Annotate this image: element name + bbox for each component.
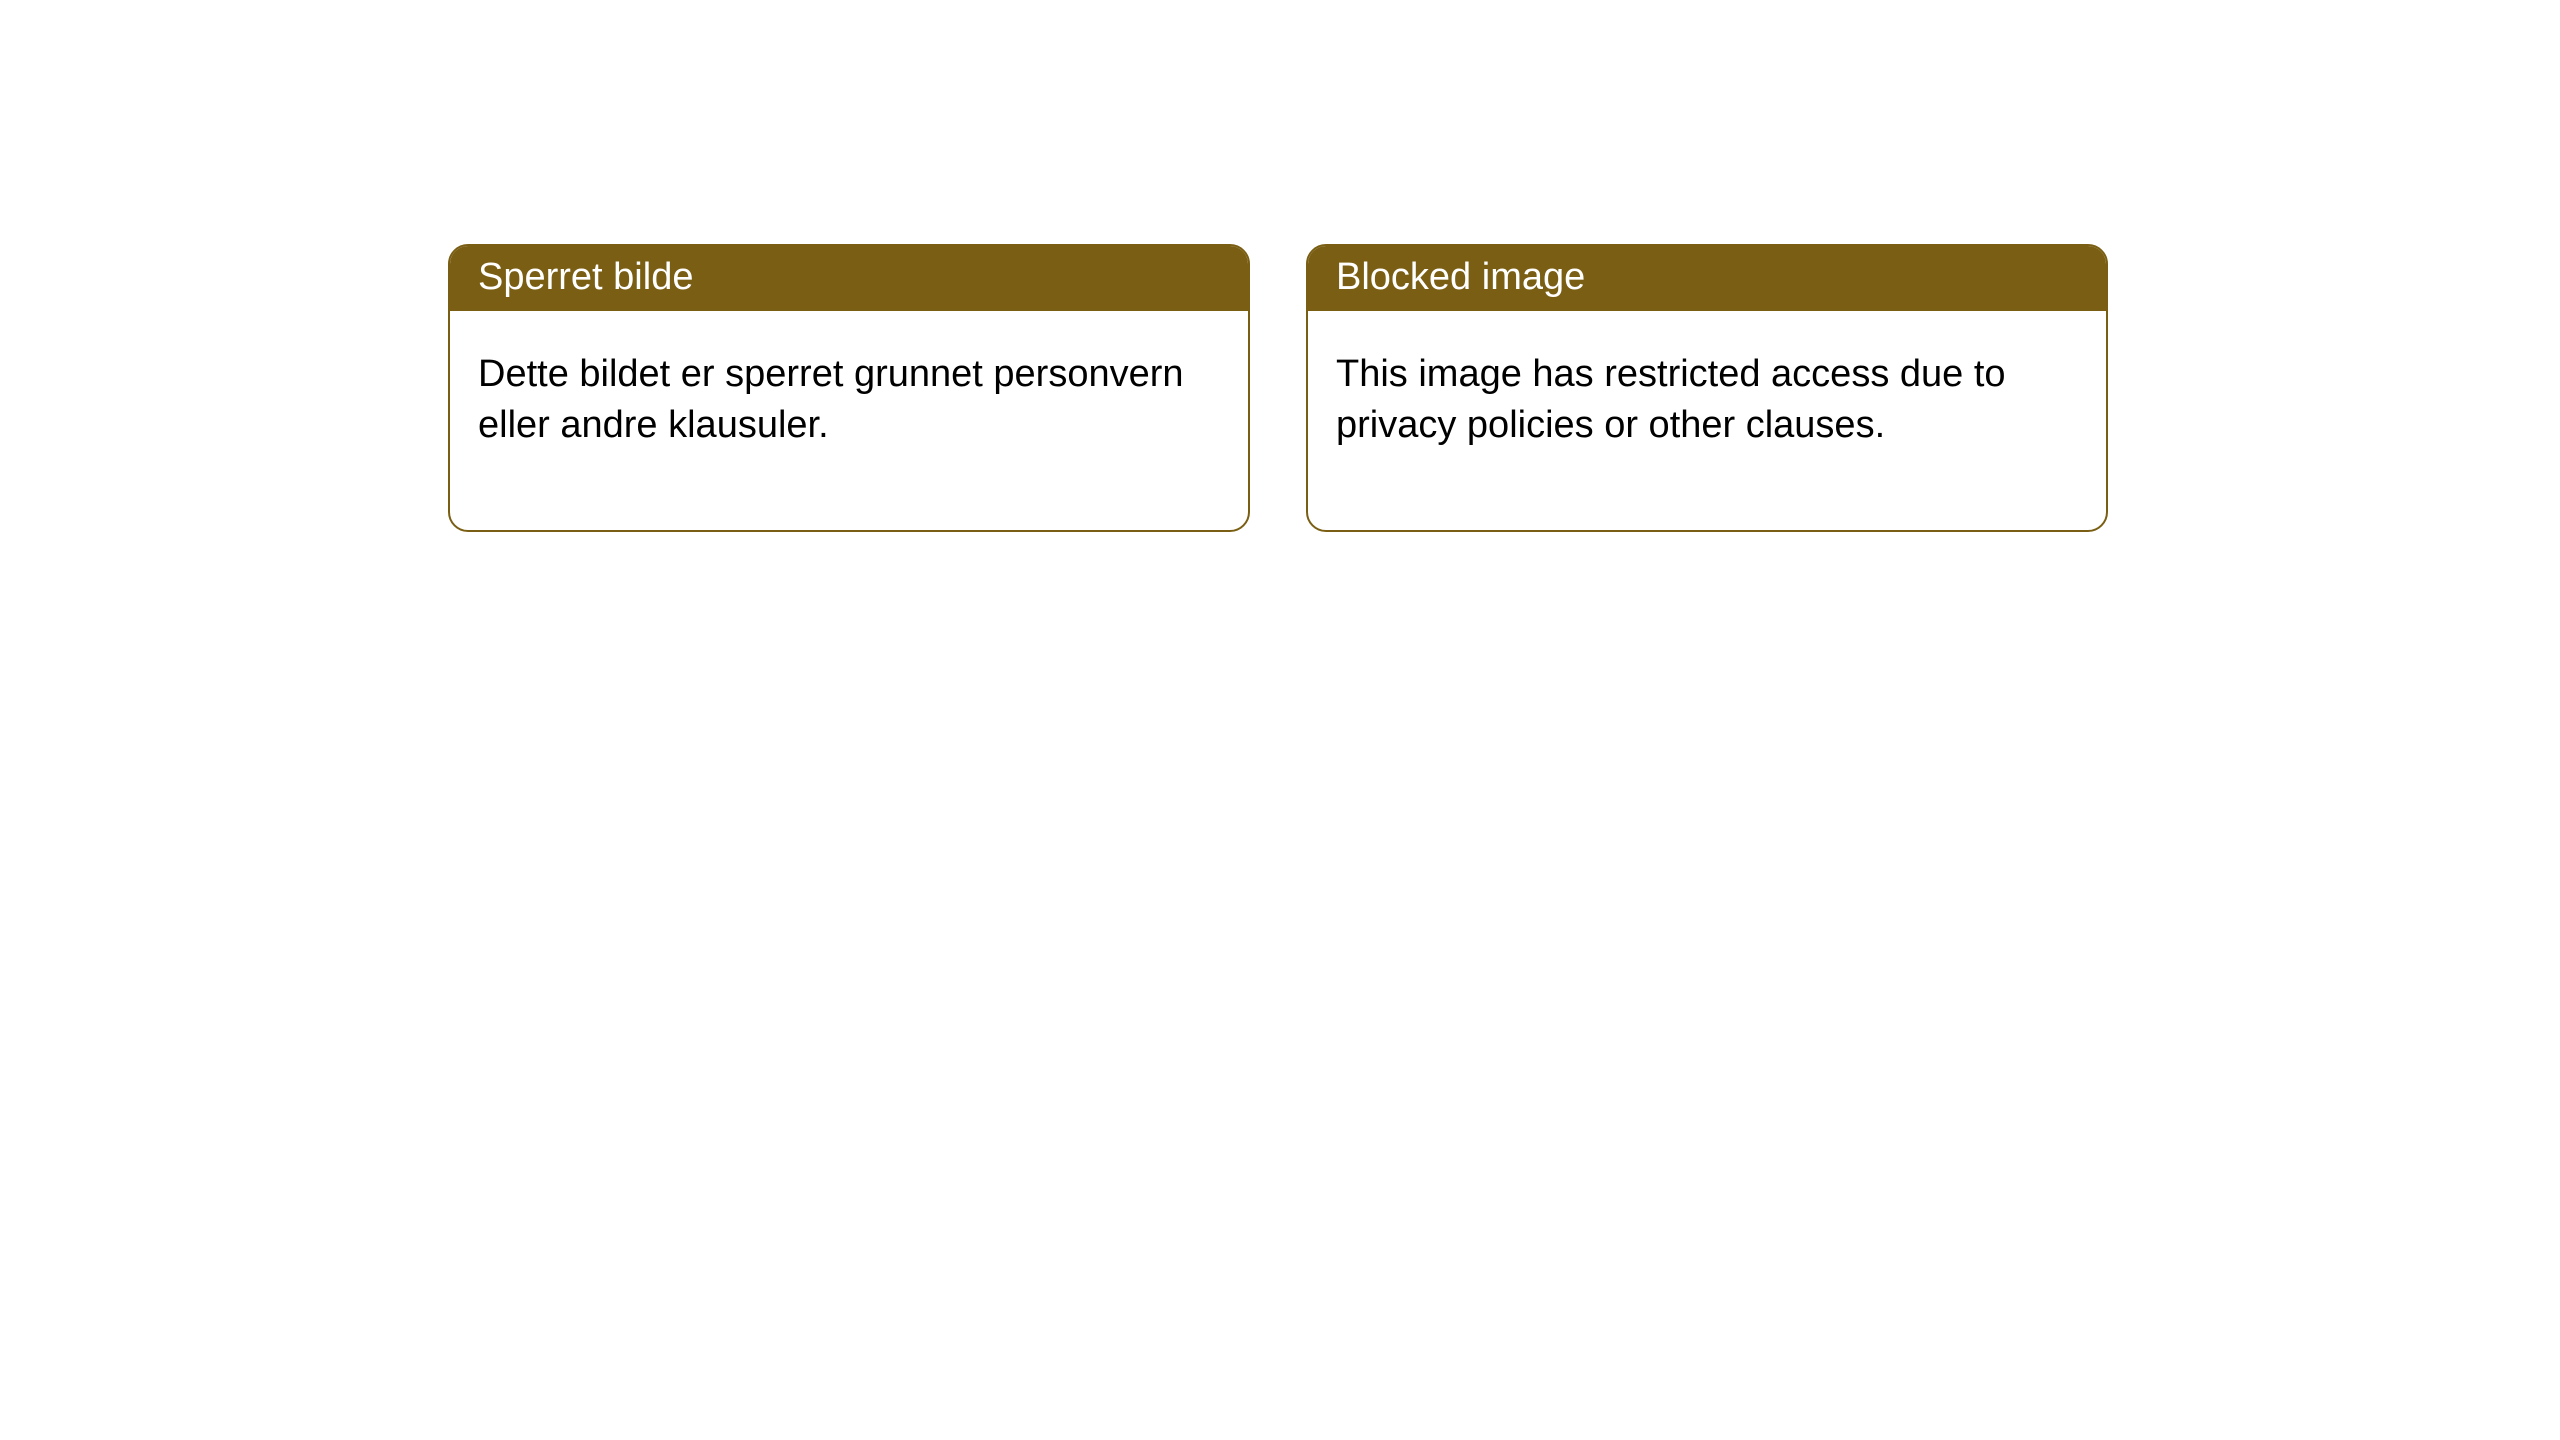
notice-card-header: Sperret bilde bbox=[450, 246, 1248, 311]
notice-card-title: Sperret bilde bbox=[478, 256, 693, 298]
notice-card-header: Blocked image bbox=[1308, 246, 2106, 311]
notice-card-body: This image has restricted access due to … bbox=[1308, 311, 2106, 530]
notice-card-body: Dette bildet er sperret grunnet personve… bbox=[450, 311, 1248, 530]
notice-card-english: Blocked image This image has restricted … bbox=[1306, 244, 2108, 532]
notice-card-title: Blocked image bbox=[1336, 256, 1585, 298]
notice-card-text: Dette bildet er sperret grunnet personve… bbox=[478, 353, 1184, 446]
notice-card-text: This image has restricted access due to … bbox=[1336, 353, 2006, 446]
notice-cards-container: Sperret bilde Dette bildet er sperret gr… bbox=[0, 0, 2560, 532]
notice-card-norwegian: Sperret bilde Dette bildet er sperret gr… bbox=[448, 244, 1250, 532]
